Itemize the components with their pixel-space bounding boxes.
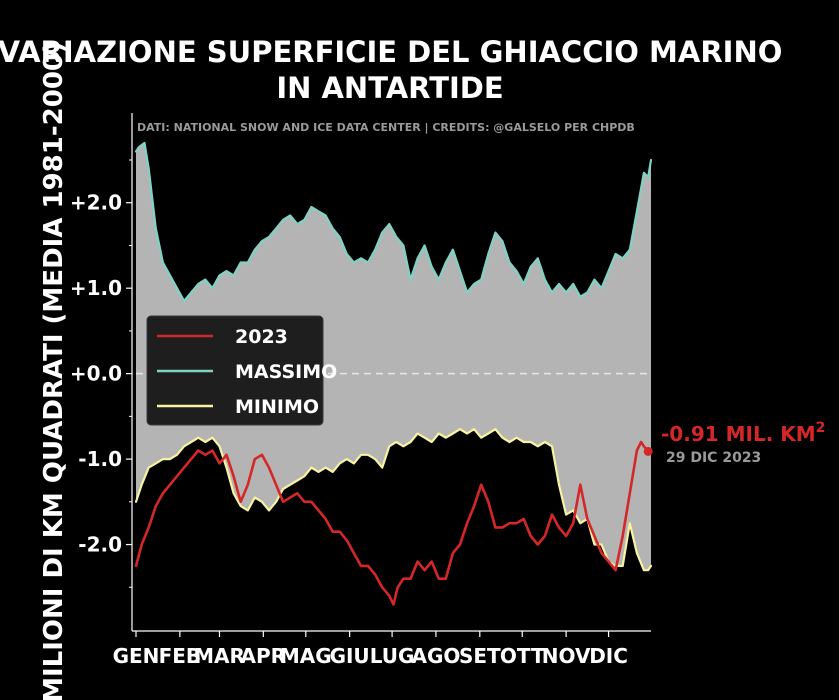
- annotation: -0.91 MIL. KM2 29 DIC 2023: [661, 420, 825, 466]
- x-tick-label: GEN: [113, 644, 160, 668]
- source-credits: DATI: NATIONAL SNOW AND ICE DATA CENTER …: [137, 121, 635, 134]
- legend-label: 2023: [235, 326, 288, 348]
- legend-label: MASSIMO: [235, 361, 337, 383]
- series-line-minimo: [134, 428, 653, 572]
- chart-title-line1: VARIAZIONE SUPERFICIE DEL GHIACCIO MARIN…: [0, 35, 782, 69]
- x-tick-label: MAG: [280, 644, 332, 668]
- y-tick-label: +1.0: [70, 276, 122, 300]
- y-tick-label: -1.0: [78, 447, 122, 471]
- annotation-value-text: -0.91 MIL. KM: [661, 422, 816, 446]
- series-line-2023: [134, 440, 650, 606]
- x-tick-label: NOV: [542, 644, 591, 668]
- x-tick-label: MAR: [194, 644, 245, 668]
- annotation-date: 29 DIC 2023: [666, 450, 761, 466]
- chart-title-line2: IN ANTARTIDE: [276, 71, 503, 105]
- y-tick-label: +2.0: [70, 191, 122, 215]
- x-tick-label: LUG: [370, 644, 415, 668]
- annotation-marker: [643, 446, 653, 456]
- y-tick-label: +0.0: [70, 362, 122, 386]
- range-band: [136, 142, 651, 571]
- annotation-value: -0.91 MIL. KM2: [661, 420, 825, 446]
- y-axis-label: MILIONI DI KM QUADRATI (MEDIA 1981-2000): [39, 41, 69, 700]
- legend-box: [146, 315, 324, 426]
- x-tick-label: SET: [459, 644, 501, 668]
- x-tick-label: AGO: [411, 644, 460, 668]
- y-tick-label: -2.0: [78, 533, 122, 557]
- series-line-massimo: [134, 141, 653, 303]
- x-tick-label: FEB: [159, 644, 202, 668]
- x-tick-label: APR: [241, 644, 287, 668]
- legend-label: MINIMO: [235, 396, 319, 418]
- legend: 2023 MASSIMO MINIMO: [146, 315, 337, 426]
- x-tick-label: GIU: [330, 644, 370, 668]
- annotation-unit-superscript: 2: [816, 420, 826, 436]
- x-tick-label: DIC: [589, 644, 628, 668]
- x-tick-label: OTT: [500, 644, 545, 668]
